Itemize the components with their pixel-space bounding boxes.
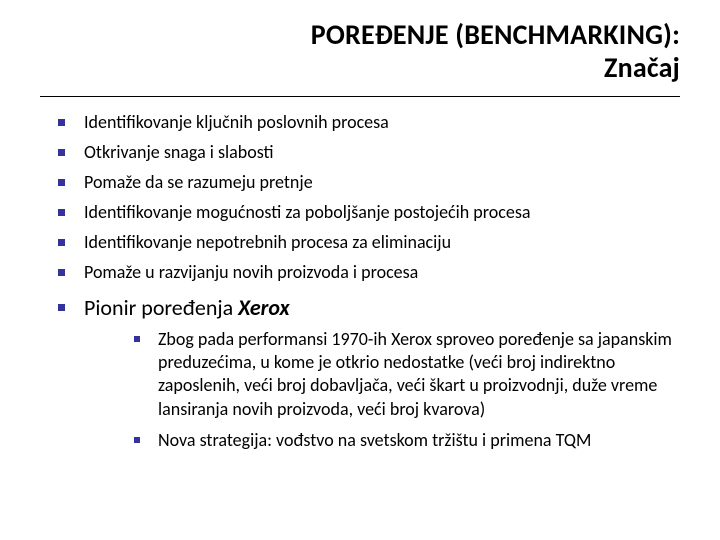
bullet-list: Identifikovanje ključnih poslovnih proce… bbox=[40, 111, 680, 460]
pioneer-prefix: Pionir poređenja bbox=[84, 294, 238, 321]
list-item: Pomaže u razvijanju novih proizvoda i pr… bbox=[46, 261, 680, 284]
sub-bullet-text: Zbog pada performansi 1970-ih Xerox spro… bbox=[158, 328, 672, 419]
list-item: Zbog pada performansi 1970-ih Xerox spro… bbox=[124, 328, 680, 420]
sub-bullet-list: Zbog pada performansi 1970-ih Xerox spro… bbox=[84, 328, 680, 451]
bullet-text: Identifikovanje ključnih poslovnih proce… bbox=[84, 111, 389, 133]
bullet-text: Identifikovanje nepotrebnih procesa za e… bbox=[84, 231, 451, 253]
list-item: Identifikovanje mogućnosti za poboljšanj… bbox=[46, 201, 680, 224]
title-line-2: Značaj bbox=[40, 51, 680, 84]
bullet-text: Pomaže da se razumeju pretnje bbox=[84, 171, 313, 193]
bullet-text: Pomaže u razvijanju novih proizvoda i pr… bbox=[84, 261, 418, 283]
pioneer-heading: Pionir poređenja Xerox Zbog pada perform… bbox=[46, 294, 680, 451]
slide-title: POREĐENJE (BENCHMARKING): Značaj bbox=[40, 18, 680, 84]
list-item: Nova strategija: vođstvo na svetskom trž… bbox=[124, 429, 680, 452]
title-line-1: POREĐENJE (BENCHMARKING): bbox=[40, 18, 680, 51]
slide: POREĐENJE (BENCHMARKING): Značaj Identif… bbox=[0, 0, 720, 540]
title-divider bbox=[40, 96, 680, 97]
bullet-text: Otkrivanje snaga i slabosti bbox=[84, 141, 274, 163]
bullet-text: Identifikovanje mogućnosti za poboljšanj… bbox=[84, 201, 530, 223]
list-item: Identifikovanje nepotrebnih procesa za e… bbox=[46, 231, 680, 254]
sub-bullet-text: Nova strategija: vođstvo na svetskom trž… bbox=[158, 429, 591, 451]
pioneer-name: Xerox bbox=[238, 294, 289, 321]
list-item: Otkrivanje snaga i slabosti bbox=[46, 141, 680, 164]
list-item: Identifikovanje ključnih poslovnih proce… bbox=[46, 111, 680, 134]
list-item: Pomaže da se razumeju pretnje bbox=[46, 171, 680, 194]
